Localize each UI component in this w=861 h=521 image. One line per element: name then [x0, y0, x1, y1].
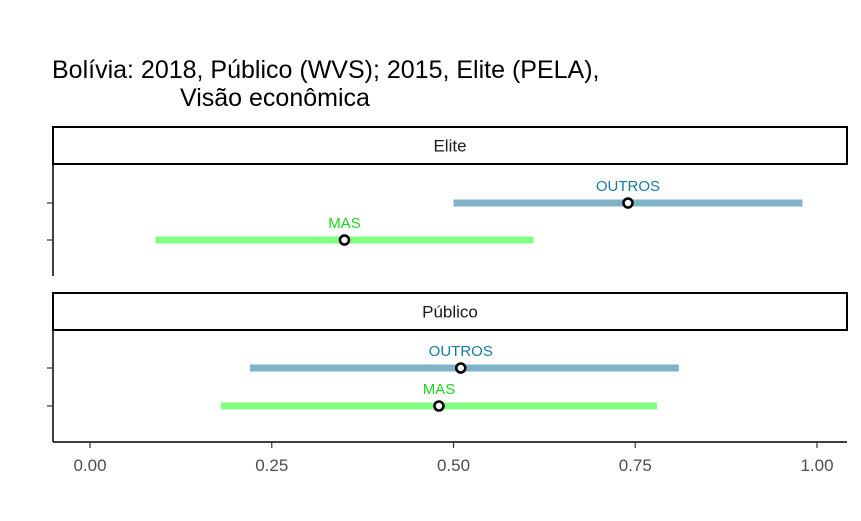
- group-label-elite-mas: MAS: [328, 215, 361, 232]
- group-label-elite-outros: OUTROS: [596, 178, 660, 195]
- facet-label-elite: Elite: [433, 137, 466, 156]
- point-estimate-pblico-outros: [455, 362, 467, 374]
- point-estimate-elite-outros: [622, 197, 634, 209]
- x-tick-label: 0.25: [255, 456, 288, 475]
- x-tick-label: 0.75: [619, 456, 652, 475]
- x-tick-label: 1.00: [800, 456, 833, 475]
- facet-strip-elite: [52, 126, 848, 165]
- chart-subtitle: Visão econômica: [180, 84, 370, 112]
- group-label-pblico-outros: OUTROS: [429, 343, 493, 360]
- chart-title: Bolívia: 2018, Público (WVS); 2015, Elit…: [52, 56, 600, 84]
- point-estimate-elite-mas: [338, 234, 351, 246]
- point-estimate-pblico-mas: [433, 400, 445, 412]
- facet-label-pblico: Público: [422, 303, 478, 322]
- group-label-pblico-mas: MAS: [423, 381, 456, 398]
- x-tick-label: 0.00: [73, 456, 106, 475]
- x-tick-label: 0.50: [437, 456, 470, 475]
- facet-strip-pblico: [52, 292, 848, 331]
